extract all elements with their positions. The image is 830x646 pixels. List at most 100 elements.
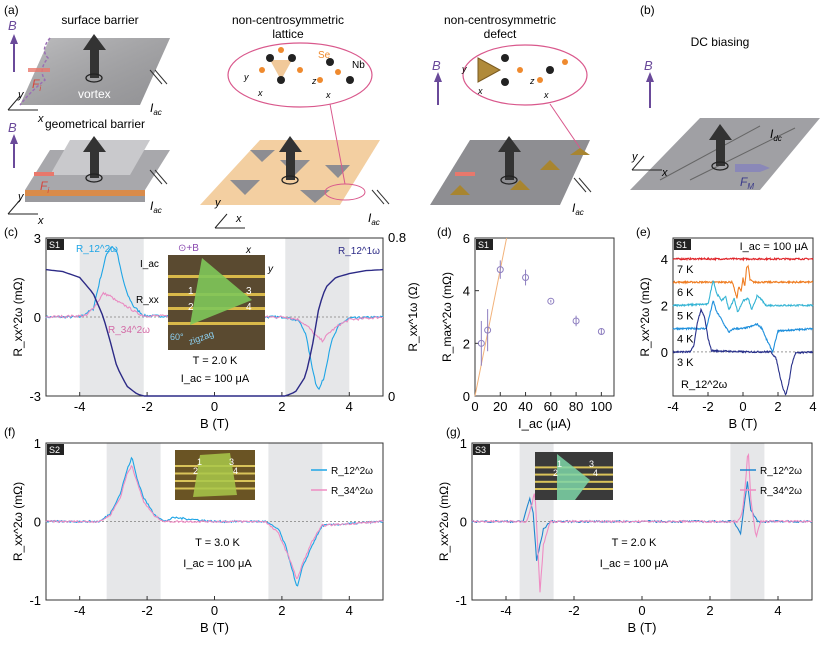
- series-label: 7 K: [677, 264, 694, 276]
- y-tick-label: 0: [34, 310, 41, 325]
- y-tick-label: -3: [29, 389, 41, 404]
- y-tick-label: 2: [463, 336, 470, 351]
- svg-text:x: x: [37, 113, 44, 125]
- series-line: [672, 264, 813, 299]
- series-line: [45, 268, 384, 397]
- inset-label: R_xx: [136, 295, 159, 306]
- y-axis-label: R_max^2ω (mΩ): [440, 272, 454, 362]
- x-tick-label: 4: [346, 399, 353, 414]
- svg-text:geometrical barrier: geometrical barrier: [45, 117, 145, 131]
- svg-text:z: z: [311, 76, 317, 86]
- y-tick-label: 0: [460, 515, 467, 530]
- svg-text:x: x: [235, 213, 242, 225]
- panel-label-a: (a): [4, 3, 19, 17]
- legend-label: R_12^2ω: [331, 466, 373, 477]
- series-label: R_12^2ω: [76, 244, 118, 255]
- x-tick-label: -4: [667, 399, 679, 414]
- annotation: I_ac = 100 μA: [600, 558, 669, 570]
- y-tick-label: 1: [34, 436, 41, 451]
- sample-tag-text: S2: [49, 445, 60, 455]
- y-axis-label: R_xx^2ω (mΩ): [437, 482, 451, 561]
- y-tick-label: -1: [29, 593, 41, 608]
- series-label: 3 K: [677, 357, 694, 369]
- y-tick-label: 0: [34, 515, 41, 530]
- annotation: T = 2.0 K: [612, 537, 657, 549]
- diagram-nc-defect: non-centrosymmetric defect y x z x B Iac: [430, 13, 592, 217]
- x-tick-label: 0: [211, 603, 218, 618]
- x-axis-label: B (T): [200, 416, 229, 431]
- svg-text:x: x: [37, 215, 44, 227]
- svg-text:Iac: Iac: [150, 101, 162, 117]
- x-axis-label: B (T): [200, 620, 229, 635]
- svg-text:Idc: Idc: [770, 127, 782, 143]
- x-tick-label: 80: [569, 399, 583, 414]
- svg-text:Iac: Iac: [572, 201, 584, 217]
- right-tick-label: 0.8: [388, 230, 406, 245]
- data-point: [496, 266, 504, 274]
- plot-frame: [474, 237, 615, 397]
- svg-text:y: y: [631, 151, 639, 163]
- svg-text:y: y: [267, 264, 274, 275]
- svg-text:non-centrosymmetric: non-centrosymmetric: [232, 13, 344, 27]
- electrode-label: 3: [229, 457, 234, 467]
- chart-g: -4 -2 0 2 4 -1 0 1 S3 B (T) R_xx^2ω (mΩ) T = 2.0 K I…: [437, 436, 813, 635]
- svg-text:Iac: Iac: [368, 211, 380, 227]
- data-point: [572, 317, 580, 325]
- svg-text:y: y: [17, 89, 25, 101]
- data-point: [547, 297, 555, 305]
- chart-f: -4 -2 0 2 4 -1 0 1 S2 B (T) R_xx^2ω (mΩ) T = 3.0 K I…: [11, 436, 384, 635]
- sample-tag: [473, 444, 490, 455]
- x-tick-label: 4: [809, 399, 816, 414]
- y-tick-label: 6: [463, 231, 470, 246]
- svg-text:⊙+B: ⊙+B: [178, 243, 199, 254]
- panel-label-e: (e): [636, 225, 651, 239]
- sample-tag: [47, 239, 64, 250]
- annotation: I_ac = 100 μA: [740, 241, 809, 253]
- panel-label-d: (d): [437, 225, 452, 239]
- inset-label: I_ac: [140, 259, 159, 270]
- series-label: 4 K: [677, 334, 694, 346]
- x-tick-label: 0: [471, 399, 478, 414]
- x-tick-label: 40: [518, 399, 532, 414]
- x-tick-label: 60: [544, 399, 558, 414]
- x-axis-label: B (T): [729, 416, 758, 431]
- svg-text:z: z: [529, 76, 535, 86]
- diagram-nc-lattice: non-centrosymmetric lattice Se Nb y x z …: [200, 13, 390, 229]
- svg-text:Iac: Iac: [150, 199, 162, 215]
- data-point: [522, 274, 530, 281]
- device-inset-image: 12 34: [175, 450, 255, 500]
- right-tick-label: 0: [388, 389, 395, 404]
- chart-d: 0 20 40 60 80 100 0 2 4 6 S1 I_ac (μA) R_max^2ω (mΩ): [440, 231, 615, 431]
- svg-text:x: x: [325, 90, 331, 100]
- svg-text:FM: FM: [740, 175, 754, 191]
- svg-text:y: y: [243, 72, 249, 82]
- sample-tag-text: S1: [49, 240, 60, 250]
- svg-text:defect: defect: [484, 27, 517, 41]
- diagram-surface-barrier: surface barrier Fi vortex Iac B y x: [7, 13, 170, 125]
- svg-text:x: x: [543, 90, 549, 100]
- series-label: 6 K: [677, 287, 694, 299]
- svg-text:x: x: [477, 86, 483, 96]
- y-tick-label: 0: [463, 389, 470, 404]
- x-tick-label: 0: [211, 399, 218, 414]
- annotation: I_ac = 100 μA: [183, 558, 252, 570]
- series-label: R_34^2ω: [108, 325, 150, 336]
- svg-text:y: y: [461, 64, 467, 74]
- series-label: 5 K: [677, 310, 694, 322]
- device-inset-image: 12 34: [535, 452, 613, 500]
- svg-text:non-centrosymmetric: non-centrosymmetric: [444, 13, 556, 27]
- electrode-label: 2: [188, 302, 194, 313]
- vortex-label: vortex: [78, 87, 111, 101]
- diagram-geometrical-barrier: geometrical barrier Fi Iac B y x: [7, 117, 170, 227]
- series-label: R_12^1ω: [338, 246, 380, 257]
- plot-frame: [672, 237, 814, 397]
- x-tick-label: 2: [774, 399, 781, 414]
- x-tick-label: 2: [278, 399, 285, 414]
- panel-label-g: (g): [446, 425, 461, 439]
- electrode-label: 1: [197, 457, 202, 467]
- vortex-arrow-icon: [90, 48, 99, 78]
- y-tick-label: -1: [455, 593, 467, 608]
- series-line: [672, 307, 814, 396]
